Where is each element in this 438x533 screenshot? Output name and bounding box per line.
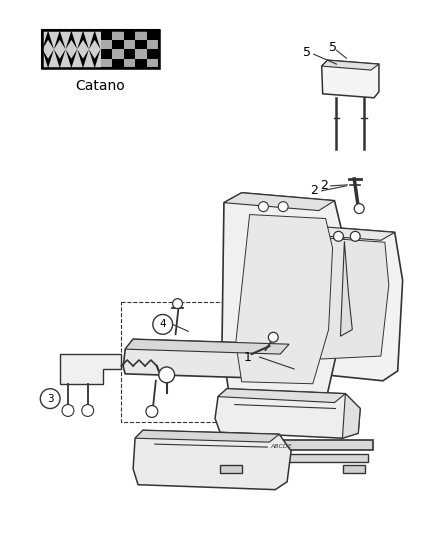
Polygon shape xyxy=(133,430,291,490)
Bar xyxy=(124,49,135,59)
Text: 2: 2 xyxy=(310,184,318,197)
Circle shape xyxy=(146,406,158,417)
Polygon shape xyxy=(77,49,89,68)
Text: 4: 4 xyxy=(159,319,166,329)
Text: 5: 5 xyxy=(303,46,311,59)
Bar xyxy=(42,30,159,68)
Polygon shape xyxy=(54,49,66,68)
Polygon shape xyxy=(321,60,379,70)
Polygon shape xyxy=(42,30,54,49)
Polygon shape xyxy=(321,60,379,98)
Bar xyxy=(215,454,368,462)
Bar xyxy=(101,30,112,40)
Bar xyxy=(112,59,124,68)
Text: Catano: Catano xyxy=(76,79,125,93)
Circle shape xyxy=(173,298,183,309)
Bar xyxy=(124,30,135,40)
Text: ABCDE: ABCDE xyxy=(271,443,293,449)
Polygon shape xyxy=(60,354,121,384)
Text: 5: 5 xyxy=(328,41,336,54)
Bar xyxy=(121,302,294,422)
Circle shape xyxy=(153,314,173,334)
Circle shape xyxy=(159,367,175,383)
Polygon shape xyxy=(42,49,54,68)
Circle shape xyxy=(333,231,343,241)
Polygon shape xyxy=(66,30,77,49)
Circle shape xyxy=(258,201,268,212)
Bar xyxy=(147,30,159,40)
Polygon shape xyxy=(215,389,360,438)
Polygon shape xyxy=(125,339,289,354)
Polygon shape xyxy=(303,227,395,240)
Polygon shape xyxy=(343,394,360,438)
Text: 2: 2 xyxy=(320,179,328,192)
Circle shape xyxy=(62,405,74,416)
Bar xyxy=(210,440,373,450)
Circle shape xyxy=(40,389,60,408)
Bar xyxy=(101,49,112,59)
Polygon shape xyxy=(236,215,332,384)
Circle shape xyxy=(278,201,288,212)
Bar xyxy=(147,49,159,59)
Circle shape xyxy=(268,332,278,342)
Bar xyxy=(220,465,242,473)
Circle shape xyxy=(354,204,364,214)
Polygon shape xyxy=(340,241,352,336)
Polygon shape xyxy=(301,227,403,381)
Polygon shape xyxy=(123,339,294,379)
Polygon shape xyxy=(77,30,89,49)
Polygon shape xyxy=(135,430,279,442)
Polygon shape xyxy=(89,30,101,49)
Circle shape xyxy=(82,405,94,416)
Polygon shape xyxy=(54,30,66,49)
Polygon shape xyxy=(224,193,335,211)
Text: 3: 3 xyxy=(47,393,53,403)
Bar xyxy=(343,465,365,473)
Polygon shape xyxy=(218,389,346,402)
Bar xyxy=(42,30,159,68)
Polygon shape xyxy=(66,49,77,68)
Bar xyxy=(42,30,101,68)
Bar xyxy=(112,40,124,49)
Text: 1: 1 xyxy=(244,351,251,364)
Polygon shape xyxy=(222,193,344,401)
Polygon shape xyxy=(89,49,101,68)
Polygon shape xyxy=(315,238,389,359)
Bar xyxy=(135,59,147,68)
Bar xyxy=(135,40,147,49)
Circle shape xyxy=(350,231,360,241)
